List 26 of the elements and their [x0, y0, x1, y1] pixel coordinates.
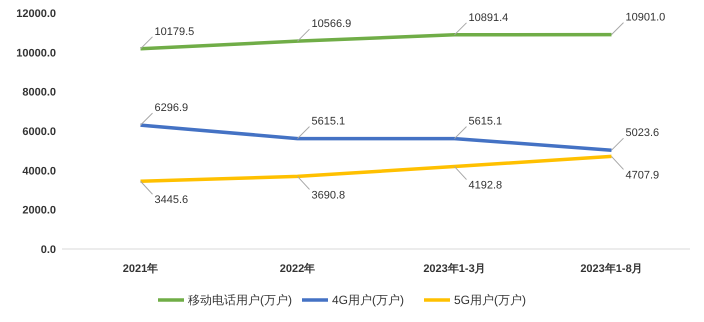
legend-label: 4G用户(万户)	[332, 293, 404, 307]
y-tick-label: 12000.0	[16, 8, 56, 20]
data-label: 3690.8	[312, 189, 346, 202]
y-tick-label: 0.0	[40, 244, 56, 256]
x-tick-label: 2022年	[280, 262, 316, 275]
x-tick-label: 2021年	[122, 262, 158, 275]
data-label: 5615.1	[468, 116, 502, 128]
y-tick-label: 10000.0	[16, 47, 56, 60]
data-label: 10901.0	[626, 12, 666, 24]
legend-label: 5G用户(万户)	[454, 293, 526, 307]
data-label: 5023.6	[626, 127, 660, 140]
y-tick-label: 8000.0	[22, 86, 56, 99]
data-label: 10179.5	[154, 26, 194, 38]
legend-label: 移动电话用户(万户)	[188, 293, 292, 307]
y-tick-label: 6000.0	[22, 126, 56, 138]
x-tick-label: 2023年1-3月	[423, 262, 486, 275]
x-tick-label: 2023年1-8月	[580, 262, 643, 275]
data-label: 10891.4	[468, 12, 508, 24]
data-label: 6296.9	[154, 102, 188, 114]
y-tick-label: 2000.0	[22, 204, 56, 217]
data-label: 4707.9	[626, 169, 660, 182]
data-label: 5615.1	[312, 116, 346, 128]
data-label: 4192.8	[468, 180, 502, 192]
y-tick-label: 4000.0	[22, 165, 56, 178]
data-label: 3445.6	[154, 194, 188, 206]
data-label: 10566.9	[312, 18, 352, 30]
